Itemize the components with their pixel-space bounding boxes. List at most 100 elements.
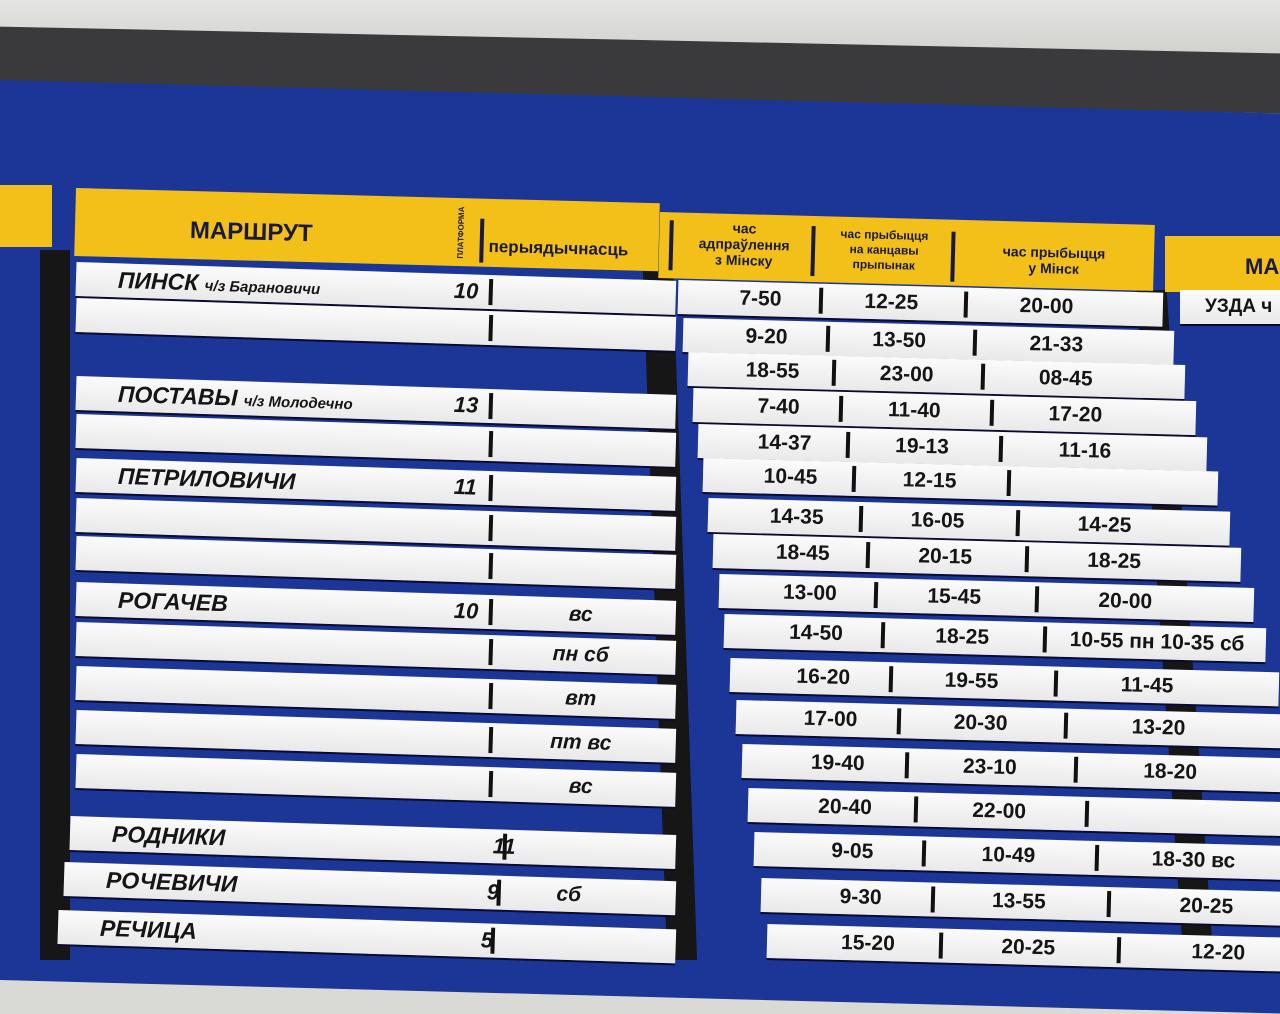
next-panel-header: МА [1165, 236, 1280, 292]
separator [488, 392, 494, 420]
separator [880, 622, 886, 649]
route-name: РОДНИКИ [111, 820, 226, 851]
separator [989, 399, 995, 426]
separator [921, 840, 927, 867]
route-header-label: МАРШРУТ [189, 217, 313, 248]
separator [963, 291, 969, 318]
left-header-stub [0, 185, 52, 247]
separator [488, 770, 494, 798]
arrival-end-header-line: прыпынак [852, 257, 915, 273]
arrival-end-time: 10-49 [981, 842, 1036, 868]
route-name: РЕЧИЦА [99, 914, 198, 944]
separator [1053, 670, 1059, 697]
separator [810, 225, 816, 277]
separator [972, 329, 978, 356]
next-panel-header-label: МА [1245, 254, 1280, 279]
separator [905, 752, 910, 779]
departure-time: 16-20 [796, 664, 851, 690]
separator [488, 598, 494, 626]
separator [1015, 510, 1021, 537]
separator [896, 708, 902, 735]
separator [488, 314, 494, 342]
separator [488, 474, 494, 502]
separator [488, 726, 494, 754]
departure-time: 9-30 [839, 885, 882, 910]
departure-time: 20-40 [818, 794, 873, 820]
arrival-end-time: 20-30 [953, 710, 1008, 736]
arrival-end-time: 19-55 [944, 668, 999, 694]
arrival-end-time: 23-10 [962, 754, 1018, 780]
arrival-minsk-time: 18-25 [1087, 548, 1142, 574]
arrival-minsk-time: 14-25 [1077, 512, 1132, 538]
departure-time: 18-55 [745, 358, 800, 383]
separator [488, 638, 494, 666]
departure-header-line: адпраўлення [698, 235, 790, 254]
route-name: РОЧЕВИЧИ [105, 866, 238, 897]
separator [825, 325, 831, 352]
arrival-end-time: 19-13 [894, 434, 950, 459]
times-header: час адпраўлення з Мінску час прыбыцця на… [658, 212, 1155, 291]
arrival-minsk-time: 20-00 [1019, 293, 1074, 319]
arrival-end-time: 23-00 [879, 362, 934, 387]
separator [865, 542, 871, 569]
separator [1095, 844, 1100, 872]
separator [668, 220, 674, 271]
route-name: ПИНСК ч/з Барановичи [117, 266, 321, 299]
departure-time: 15-20 [840, 930, 896, 956]
route-name: ПЕТРИЛОВИЧИ [117, 462, 296, 495]
platform-header-label: ПЛАТФОРМА [455, 206, 467, 259]
departure-header-line: з Мінску [714, 251, 773, 269]
separator [1024, 546, 1029, 573]
separator [502, 833, 508, 860]
platform-number: 11 [453, 473, 478, 500]
departure-time: 17-00 [803, 706, 858, 732]
separator [930, 886, 936, 913]
separator [488, 514, 494, 542]
arrival-end-time: 11-40 [887, 398, 941, 423]
next-panel-row: УЗДА ч [1180, 290, 1280, 324]
periodicity: вс [568, 602, 594, 627]
arrival-end-time: 16-05 [910, 508, 965, 533]
departure-time: 14-35 [769, 504, 825, 530]
separator [859, 505, 864, 533]
departure-time: 14-50 [789, 620, 844, 646]
separator [488, 552, 494, 580]
separator [488, 682, 494, 710]
departure-time: 13-00 [782, 580, 837, 606]
arrival-end-time: 20-15 [918, 544, 973, 569]
arrival-minsk-time: 17-20 [1048, 402, 1103, 427]
arrival-minsk-time: 11-45 [1120, 673, 1174, 698]
separator [1033, 586, 1039, 613]
separator [950, 231, 956, 282]
left-rail [40, 250, 70, 960]
separator [1074, 756, 1079, 783]
arrival-minsk-time: 13-20 [1131, 715, 1186, 740]
periodicity-header-label: перыядычнасць [488, 236, 629, 260]
separator [980, 363, 986, 390]
separator [488, 430, 494, 458]
separator [889, 666, 894, 693]
arrival-end-time: 12-25 [864, 289, 919, 315]
separator [845, 431, 850, 458]
arrival-end-time: 18-25 [935, 624, 990, 649]
separator [913, 796, 919, 823]
arrival-minsk-time: 18-20 [1143, 759, 1198, 784]
departure-time: 10-45 [763, 464, 818, 489]
arrival-end-time: 13-55 [991, 889, 1046, 914]
route-name: ПОСТАВЫ ч/з Молодечно [117, 380, 353, 414]
separator [851, 465, 857, 493]
separator [939, 932, 944, 959]
separator [873, 582, 879, 609]
departure-time: 9-20 [745, 324, 789, 349]
departure-time: 7-50 [739, 286, 782, 311]
arrival-end-time: 22-00 [972, 798, 1027, 824]
separator [818, 287, 823, 314]
departure-time: 14-37 [757, 430, 812, 455]
next-panel-route: УЗДА ч [1205, 296, 1273, 317]
periodicity: вт [564, 686, 597, 711]
separator [831, 359, 837, 386]
arrival-minsk-time: 12-20 [1191, 940, 1246, 965]
arrival-minsk-time: 10-55 пн 10-35 сб [1069, 628, 1245, 656]
platform-number: 10 [453, 597, 479, 624]
departure-time: 7-40 [757, 394, 800, 419]
